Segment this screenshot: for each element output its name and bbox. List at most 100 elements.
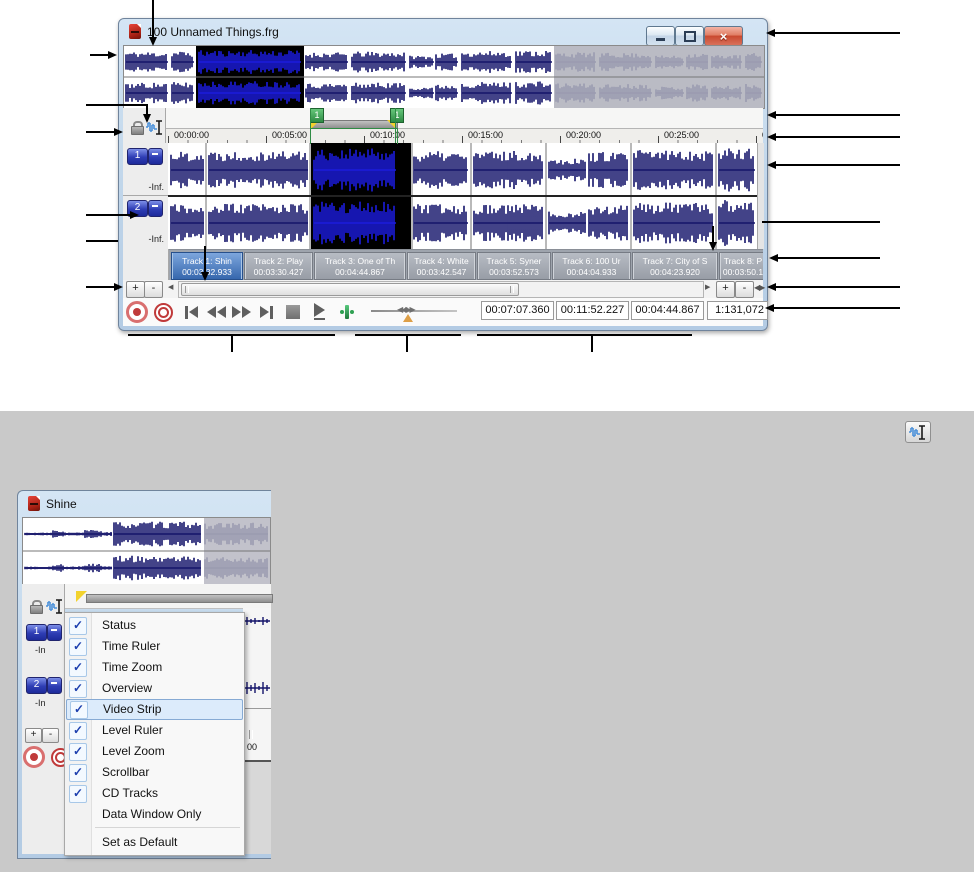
level-zoom-in-button[interactable]: + (126, 281, 145, 298)
record-icon (126, 301, 148, 323)
menu-item-cd-tracks[interactable]: ✓ CD Tracks (66, 783, 243, 804)
channel-2-level: -Inf. (148, 234, 164, 244)
lock-icon[interactable] (131, 121, 144, 135)
channel-2-button[interactable]: 2 (26, 677, 47, 694)
selection-length-display[interactable]: 00:04:44.867 (631, 301, 704, 320)
rewind-button[interactable] (204, 301, 228, 323)
menu-item-level-ruler[interactable]: ✓ Level Ruler (66, 720, 243, 741)
go-to-end-button[interactable] (254, 301, 278, 323)
cd-track-chip[interactable]: Track 7: City of S 00:04:23.920 (632, 252, 718, 280)
edit-tool-icon[interactable] (146, 120, 164, 135)
checkmark-icon: ✓ (69, 785, 87, 803)
play-device-button[interactable] (335, 301, 359, 323)
scroll-right-icon[interactable]: ▶ (705, 284, 711, 291)
ruler-tick-label: 00 (762, 130, 763, 140)
forward-icon (241, 306, 251, 318)
waveform-fragment (244, 617, 270, 625)
menu-item-time-ruler[interactable]: ✓ Time Ruler (66, 636, 243, 657)
level-zoom-in-button[interactable]: + (25, 728, 42, 743)
minimize-button[interactable] (646, 26, 675, 46)
channel-1-button[interactable]: 1 (127, 148, 148, 165)
play-button[interactable] (307, 300, 331, 322)
channel-1-minimize-button[interactable] (148, 148, 163, 165)
cd-track-chip[interactable]: Track 6: 100 Ur 00:04:04.933 (552, 252, 631, 280)
menu-item-scrollbar[interactable]: ✓ Scrollbar (66, 762, 243, 783)
level-zoom-out-button[interactable]: - (42, 728, 59, 743)
cd-gutter (123, 249, 169, 280)
scrollbar-thumb[interactable] (181, 283, 519, 296)
menu-item-set-as-default[interactable]: Set as Default (66, 832, 243, 853)
shine-gutter: 1 -In 2 -In + - (22, 584, 70, 854)
main-waveform[interactable] (168, 143, 757, 249)
marker-bar[interactable] (123, 108, 763, 129)
channel-1-minimize-button[interactable] (47, 624, 62, 641)
thumb-grip-right (510, 286, 514, 293)
menu-item-data-window-only[interactable]: Data Window Only (66, 804, 243, 825)
lock-icon[interactable] (30, 600, 43, 614)
horizontal-scrollbar[interactable] (178, 281, 704, 298)
time-zoom-in-button[interactable]: + (716, 281, 735, 298)
cd-track-chip[interactable]: Track 8: P 00:03:50.1 (719, 252, 763, 280)
channel-1-button[interactable]: 1 (26, 624, 47, 641)
overview-waveform[interactable] (123, 45, 765, 109)
edit-tool-toolbar-button[interactable] (905, 421, 931, 443)
time-zoom-out-button[interactable]: - (735, 281, 754, 298)
menu-item-time-zoom[interactable]: ✓ Time Zoom (66, 657, 243, 678)
time-ruler[interactable]: 00:00:00 00:05:00 00:10:00 00:15:00 00:20:00… (165, 128, 763, 145)
ruler-tick-label: 00:20:00 (566, 130, 602, 140)
channel-2-minimize-button[interactable] (47, 677, 62, 694)
go-to-start-button[interactable] (179, 301, 203, 323)
cd-track-chip[interactable]: Track 4: White 00:03:42.547 (407, 252, 476, 280)
vertical-scroll-strip[interactable] (757, 143, 764, 249)
zoom-slider-pointer (403, 314, 413, 322)
menu-item-level-zoom[interactable]: ✓ Level Zoom (66, 741, 243, 762)
channel-1-level: -Inf. (148, 182, 164, 192)
menu-separator (95, 827, 240, 828)
window-titlebar[interactable]: 100 Unnamed Things.frg (129, 24, 279, 39)
selection-end-display[interactable]: 00:11:52.227 (556, 301, 629, 320)
region-start-marker (311, 120, 320, 129)
shine-region-bar[interactable] (86, 594, 273, 603)
splitter-icon[interactable]: ◀▶ (754, 283, 765, 292)
menu-item-overview[interactable]: ✓ Overview (66, 678, 243, 699)
region-end-flag[interactable]: 1 (390, 108, 404, 123)
cd-track-chip[interactable]: Track 2: Play 00:03:30.427 (244, 252, 313, 280)
checkmark-icon: ✓ (69, 680, 87, 698)
menu-item-label: Overview (102, 681, 153, 695)
shine-overview-waveform[interactable] (22, 517, 271, 585)
menu-item-label: Time Ruler (102, 639, 161, 653)
stop-button[interactable] (281, 301, 305, 323)
ruler-major-ticks (168, 136, 763, 144)
marker-flag (76, 591, 87, 602)
forward-button[interactable] (229, 301, 253, 323)
cd-track-chip[interactable]: Track 5: Syner 00:03:52.573 (477, 252, 551, 280)
menu-item-label: Data Window Only (102, 807, 202, 821)
record-button[interactable] (22, 746, 46, 768)
ruler-tick-label: 00:05:00 (272, 130, 308, 140)
record-button[interactable] (125, 301, 149, 323)
menu-item-video-strip[interactable]: ✓ Video Strip (66, 699, 243, 720)
minimize-icon (656, 37, 665, 41)
menu-item-label: Video Strip (103, 702, 162, 716)
close-button[interactable]: × (704, 26, 743, 46)
scroll-left-icon[interactable]: ◀ (168, 284, 174, 291)
cd-track-chip[interactable]: Track 3: One of Th 00:04:44.867 (314, 252, 406, 280)
region-start-flag[interactable]: 1 (310, 108, 324, 123)
audio-file-icon (129, 24, 141, 39)
edit-tool-icon[interactable] (46, 599, 64, 614)
level-zoom-out-button[interactable]: - (144, 281, 163, 298)
channel-1-level: -In (35, 645, 46, 655)
region-end-line (395, 108, 396, 143)
checkmark-icon: ✓ (69, 617, 87, 635)
shine-titlebar[interactable]: Shine (28, 496, 77, 511)
zoom-slider-handle[interactable]: ◀◀▶▶ (397, 305, 416, 314)
cursor-position-display[interactable]: 00:07:07.360 (481, 301, 554, 320)
menu-item-status[interactable]: ✓ Status (66, 615, 243, 636)
zoom-ratio-display[interactable]: 1:131,072 (707, 301, 768, 320)
channel-2-minimize-button[interactable] (148, 200, 163, 217)
restore-button[interactable] (675, 26, 704, 46)
record-remote-button[interactable] (151, 301, 175, 323)
window-title: 100 Unnamed Things.frg (147, 24, 279, 39)
time-zoom-slider[interactable] (371, 310, 457, 312)
menu-item-label: Set as Default (102, 835, 178, 849)
